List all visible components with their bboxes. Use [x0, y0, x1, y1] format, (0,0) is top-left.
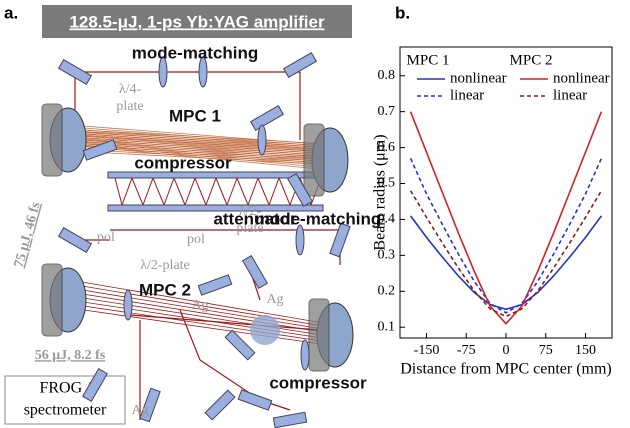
section-label: mode-matching: [255, 209, 382, 228]
optic-label: plate: [236, 221, 263, 236]
mirror: [272, 411, 308, 428]
beam-fan: [69, 303, 336, 344]
x-tick-label: 75: [539, 343, 553, 358]
series-line: [409, 111, 603, 325]
section-label: MPC 1: [169, 106, 221, 125]
panel-label: a.: [4, 3, 18, 22]
optic-label: λ/2-: [239, 204, 262, 219]
beam-fan: [69, 135, 331, 155]
source-box: [42, 5, 352, 38]
y-tick-label: 0.1: [378, 319, 396, 334]
mpc-mount: [41, 103, 63, 177]
legend-label: nonlinear: [553, 70, 610, 86]
beam-fan: [69, 129, 331, 145]
beam-fan: [69, 133, 331, 153]
pulse-label: 56 μJ, 8.2 fs: [35, 348, 106, 363]
y-tick-label: 0.5: [378, 176, 396, 191]
mirror: [286, 172, 314, 208]
mpc-mount: [308, 298, 330, 372]
optic-label: Ag: [191, 298, 208, 313]
source-label: 128.5-μJ, 1-ps Yb:YAG amplifier: [69, 12, 325, 31]
optic-label: λ/2-plate: [140, 258, 190, 273]
beam-fan: [69, 279, 336, 326]
optic-label: Ag: [131, 403, 148, 418]
legend-title: MPC 2: [510, 52, 553, 68]
optic-label: pol: [97, 230, 115, 245]
lens: [198, 56, 208, 88]
mirror: [82, 139, 118, 161]
y-tick-label: 0.7: [378, 104, 396, 119]
beam-fan: [69, 307, 336, 347]
section-label: compressor: [134, 153, 232, 172]
legend-label: nonlinear: [450, 70, 507, 86]
beam-fan: [69, 130, 331, 147]
mpc-mount: [303, 123, 325, 197]
y-tick-label: 0.8: [378, 68, 396, 83]
section-label: attenuator: [213, 209, 297, 228]
beam-fan: [69, 131, 331, 149]
mirror: [57, 58, 93, 86]
lens: [257, 124, 267, 156]
y-tick-label: 0.6: [378, 140, 396, 155]
section-label: mode-matching: [132, 43, 259, 62]
section-label: MPC 2: [139, 280, 191, 299]
mirror: [81, 367, 109, 403]
grating: [107, 204, 324, 212]
frog-label: FROG /: [39, 380, 91, 397]
beam-path: [179, 309, 201, 361]
y-tick-label: 0.2: [378, 284, 396, 299]
beam-fan: [69, 283, 336, 329]
mirror: [139, 387, 161, 423]
y-axis-label: Beam radius (μm): [372, 134, 389, 250]
legend-label: linear: [450, 87, 484, 103]
lens: [300, 339, 310, 371]
x-tick-label: 150: [575, 343, 596, 358]
optic-label: Ag: [266, 292, 283, 307]
lens: [158, 56, 168, 88]
frog-box: [4, 375, 126, 425]
beam-fan: [69, 134, 331, 153]
mirror: [249, 104, 285, 132]
mirror: [57, 226, 93, 254]
mpc-mount: [41, 263, 63, 337]
x-tick-label: -150: [414, 343, 440, 358]
mirror: [282, 51, 318, 79]
series-line: [409, 190, 603, 318]
x-tick-label: 0: [503, 343, 510, 358]
series-line: [409, 215, 603, 311]
beam-fan: [69, 299, 336, 341]
legend-title: MPC 1: [407, 52, 450, 68]
mirror: [197, 274, 233, 296]
optic-label: pol: [187, 232, 205, 247]
y-tick-label: 0.3: [378, 248, 396, 263]
mirror: [224, 329, 256, 361]
panel-label: b.: [395, 3, 410, 22]
optic-label: λ/4-: [119, 82, 142, 97]
setup-diagram: a. 128.5-μJ, 1-ps Yb:YAG amplifier FROG …: [4, 3, 382, 428]
chart: b. 0.1 0.2 0.3 0.4 0.5 0.6 0.7 0.8 -150 -75 0 75 150 D…: [372, 3, 613, 378]
beam-fan: [69, 291, 336, 335]
frog-label: spectrometer: [24, 402, 107, 419]
beam-fan: [69, 132, 331, 151]
y-tick-label: 0.4: [378, 212, 396, 227]
lens: [123, 289, 133, 321]
x-axis-label: Distance from MPC center (mm): [400, 361, 612, 378]
beam-fan: [69, 295, 336, 338]
mirror: [204, 389, 236, 421]
series-line: [409, 158, 603, 314]
x-tick-label: -75: [457, 343, 476, 358]
section-label: compressor: [269, 373, 367, 392]
legend-label: linear: [553, 87, 587, 103]
beam-fan: [69, 287, 336, 332]
pulse-label: 75 μJ, 46 fs: [12, 200, 44, 269]
lens: [295, 224, 305, 256]
optic-label: plate: [116, 99, 143, 114]
mirror: [329, 222, 351, 258]
focus-spot: [250, 315, 280, 345]
mirror: [237, 389, 273, 411]
mirror: [241, 254, 269, 290]
